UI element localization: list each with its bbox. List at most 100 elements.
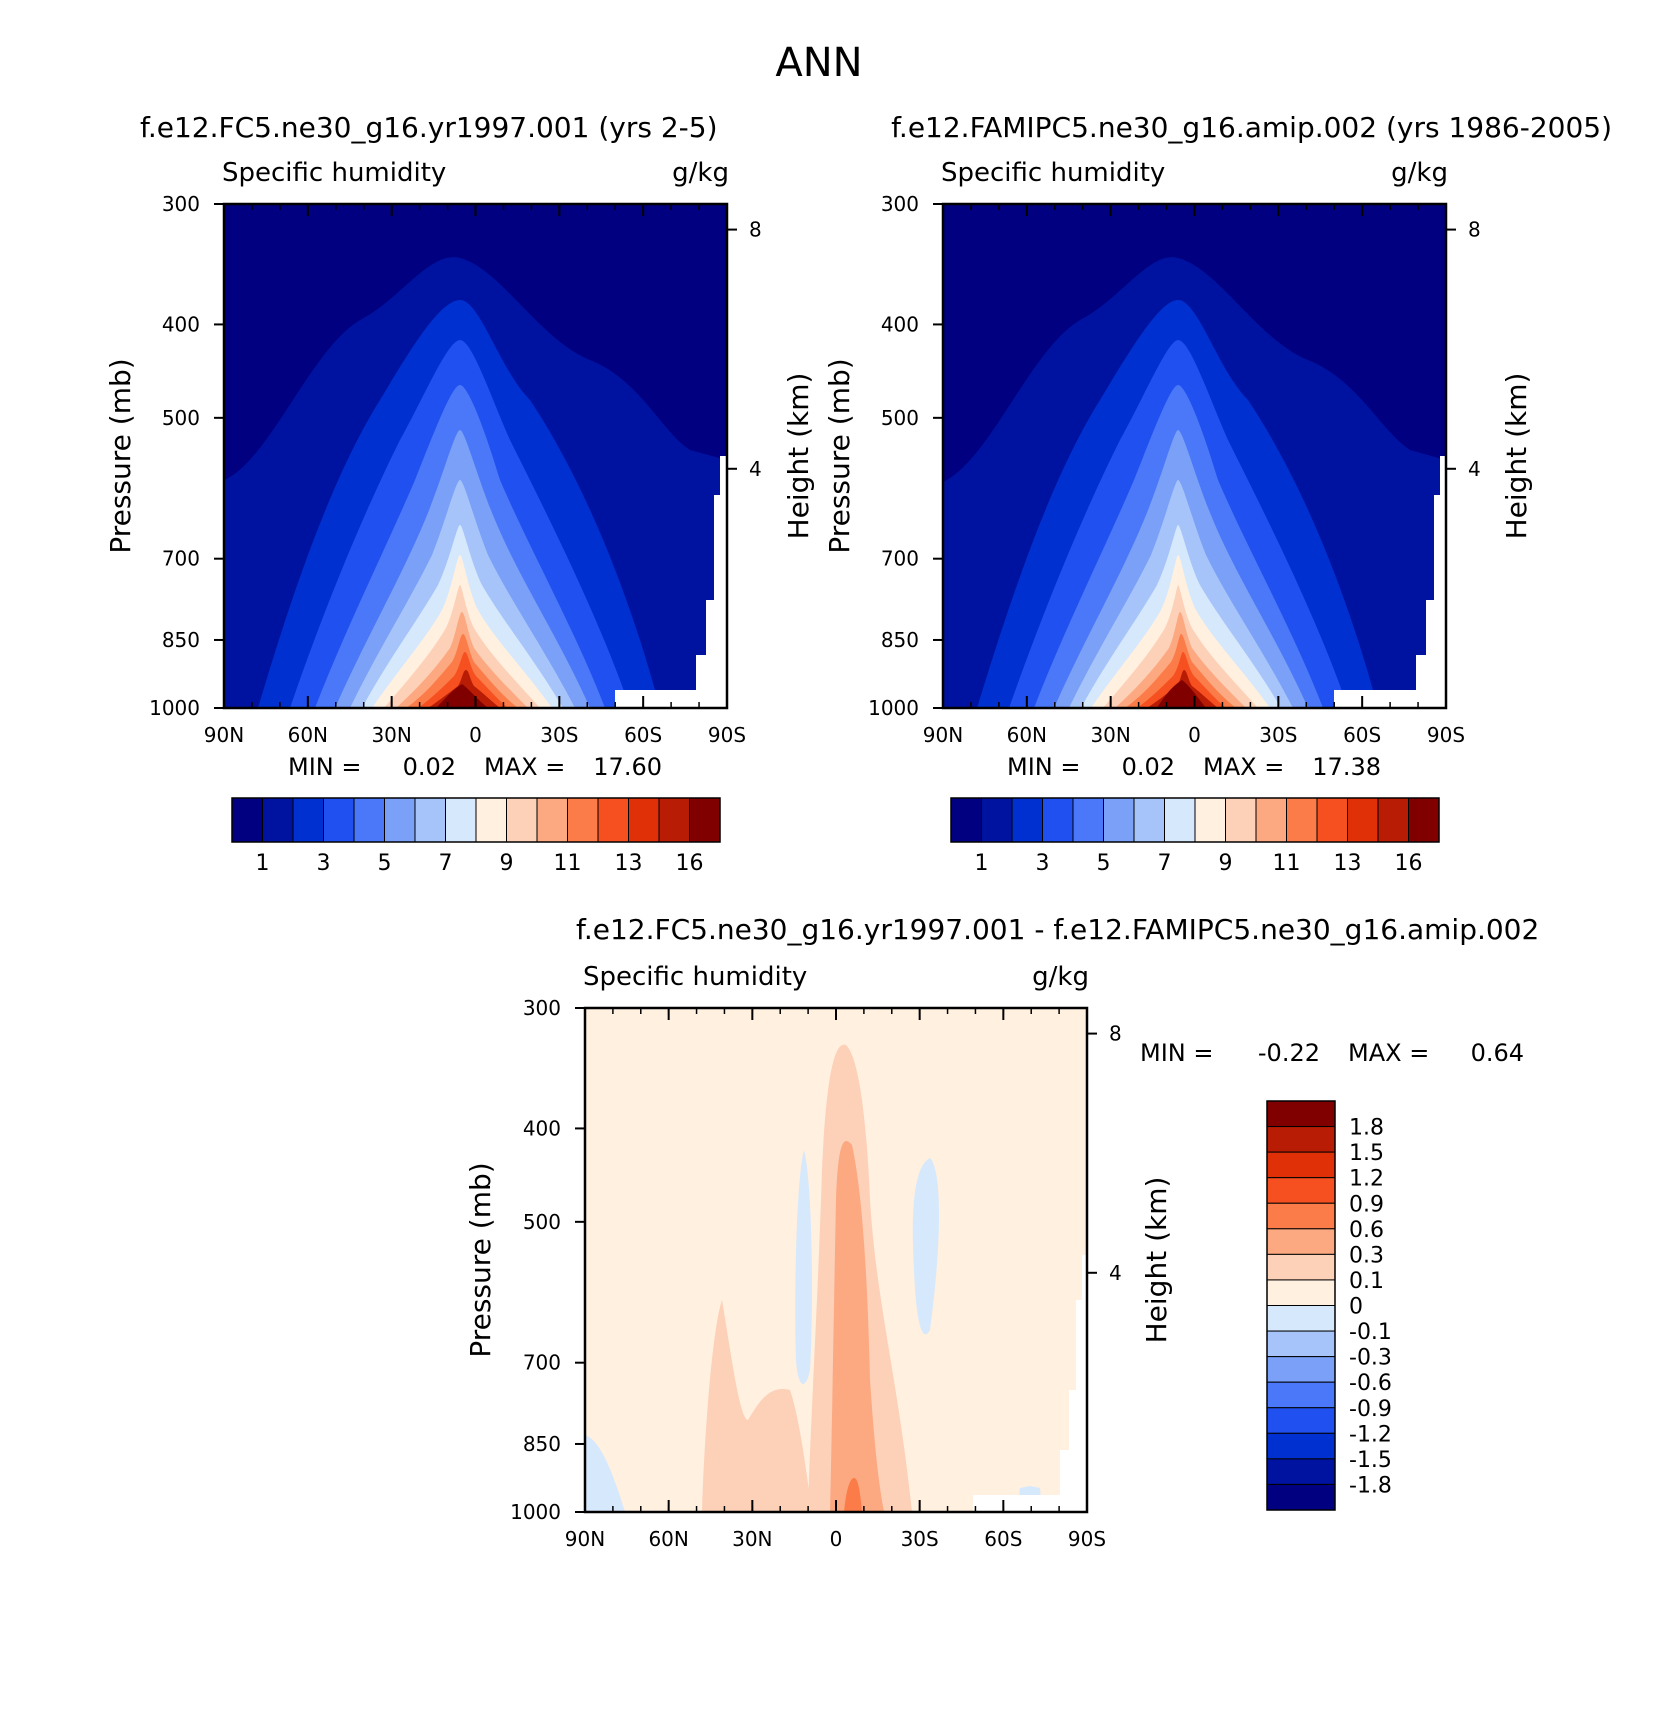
panel2-field <box>943 204 1446 708</box>
colorbar-swatch <box>445 797 477 843</box>
colorbar-swatch <box>1103 797 1135 843</box>
colorbar-label: 16 <box>676 851 704 876</box>
x-tick-label: 60S <box>1343 723 1381 747</box>
y2-tick-label: 8 <box>749 218 762 242</box>
colorbar-swatch <box>1266 1177 1336 1204</box>
colorbar-swatch <box>1286 797 1318 843</box>
x-tick-label: 30N <box>732 1527 772 1551</box>
panel3-axes: 90N 60N 30N 0 30S 60S 90S 300 400 500 700 850 1000 8 4 <box>510 996 1122 1551</box>
panel2-units: g/kg <box>1391 158 1448 188</box>
colorbar-label: -0.3 <box>1349 1346 1392 1371</box>
colorbar-label: -1.2 <box>1349 1422 1392 1447</box>
colorbar-swatch <box>1266 1228 1336 1255</box>
y-tick-label: 1000 <box>510 1500 561 1524</box>
colorbar-label: 16 <box>1395 851 1423 876</box>
colorbar-swatch <box>1266 1126 1336 1153</box>
colorbar-swatch <box>1266 1483 1336 1511</box>
y-tick-label: 1000 <box>868 696 919 720</box>
colorbar-swatch <box>950 797 982 843</box>
y-tick-label: 300 <box>162 192 200 216</box>
y-tick-label: 500 <box>162 406 200 430</box>
x-tick-label: 30S <box>901 1527 939 1551</box>
colorbar-swatch <box>1266 1202 1336 1230</box>
y-tick-label: 850 <box>881 628 919 652</box>
colorbar-frame <box>231 797 721 843</box>
panel1-plot <box>222 202 729 710</box>
colorbar-swatch <box>414 797 446 843</box>
colorbar-swatch <box>567 797 599 843</box>
panel3-title: f.e12.FC5.ne30_g16.yr1997.001 - f.e12.FA… <box>576 913 1539 946</box>
colorbar-swatch <box>1266 1100 1336 1128</box>
y2-tick-label: 8 <box>1468 218 1481 242</box>
colorbar-swatch <box>628 797 660 843</box>
colorbar-swatch <box>323 797 355 843</box>
colorbar-frame <box>1266 1100 1336 1511</box>
colorbar-swatch <box>1011 797 1043 843</box>
x-tick-label: 0 <box>469 723 482 747</box>
panel1-max-value: 17.60 <box>593 753 662 781</box>
panel1-colorbar: 1 3 5 7 9 11 13 16 <box>231 797 721 876</box>
panel3-colorbar: 1.81.51.20.90.60.30.10-0.1-0.3-0.6-0.9-1… <box>1266 1100 1392 1511</box>
colorbar-label: 0 <box>1349 1295 1363 1320</box>
colorbar-label: 13 <box>1334 851 1362 876</box>
colorbar-label: 11 <box>554 851 582 876</box>
colorbar-label: -1.8 <box>1349 1473 1392 1498</box>
x-tick-label: 60S <box>984 1527 1022 1551</box>
panel3-stats: MIN = -0.22 MAX = 0.64 <box>1140 1039 1524 1067</box>
y-tick-label: 400 <box>162 312 200 336</box>
panel1-ylabel: Pressure (mb) <box>104 358 137 553</box>
y-tick-label: 300 <box>523 996 561 1020</box>
colorbar-label: 7 <box>439 851 453 876</box>
x-tick-label: 90N <box>565 1527 605 1551</box>
y-tick-label: 300 <box>881 192 919 216</box>
colorbar-label: 3 <box>1036 851 1050 876</box>
y2-tick-label: 4 <box>1109 1261 1122 1285</box>
colorbar-swatch <box>1194 797 1226 843</box>
colorbar-swatch <box>597 797 629 843</box>
colorbar-swatch <box>1266 1330 1336 1358</box>
panel2-left-label: Specific humidity <box>941 158 1165 188</box>
y-tick-label: 500 <box>881 406 919 430</box>
panel1-y2label: Height (km) <box>782 373 815 540</box>
axes-layer: 90N 60N 30N 0 30S 60S 90S300400500700850100084… <box>149 192 1481 1551</box>
colorbar-label: -0.6 <box>1349 1371 1392 1396</box>
colorbar-label: 1 <box>256 851 270 876</box>
colorbar-label: 5 <box>1097 851 1111 876</box>
panel3-plot <box>583 1006 1089 1514</box>
x-tick-label: 60N <box>648 1527 688 1551</box>
colorbar-swatch <box>384 797 416 843</box>
colorbar-swatch <box>1133 797 1165 843</box>
y-tick-label: 400 <box>523 1116 561 1140</box>
colorbar-swatch <box>475 797 507 843</box>
panel2-min-value: 0.02 <box>1122 753 1175 781</box>
colorbar-label: 1.8 <box>1349 1116 1384 1141</box>
y2-tick-label: 8 <box>1109 1022 1122 1046</box>
x-tick-label: 0 <box>830 1527 843 1551</box>
panel1-units: g/kg <box>672 158 729 188</box>
panel1-field <box>224 204 727 708</box>
colorbar-label: 3 <box>317 851 331 876</box>
colorbar-label: -1.5 <box>1349 1448 1392 1473</box>
colorbar-label: 7 <box>1158 851 1172 876</box>
panel2-ylabel: Pressure (mb) <box>823 358 856 553</box>
panel2-plot <box>941 202 1448 710</box>
colorbar-label: 11 <box>1273 851 1301 876</box>
colorbar-label: 1.2 <box>1349 1167 1384 1192</box>
colorbar-swatch <box>1266 1356 1336 1383</box>
colorbar-label: 9 <box>500 851 514 876</box>
y-tick-label: 700 <box>162 547 200 571</box>
colorbar-label: 13 <box>615 851 643 876</box>
panel3-y2label: Height (km) <box>1140 1177 1173 1344</box>
colorbar-label: 0.9 <box>1349 1192 1384 1217</box>
colorbar-swatch <box>1316 797 1348 843</box>
panel1-title: f.e12.FC5.ne30_g16.yr1997.001 (yrs 2-5) <box>140 111 718 144</box>
panel2-stats: MIN = 0.02 MAX = 17.38 <box>1007 753 1381 781</box>
colorbar-label: -0.1 <box>1349 1320 1392 1345</box>
y-tick-label: 850 <box>162 628 200 652</box>
y-tick-label: 500 <box>523 1210 561 1234</box>
panel3-left-label: Specific humidity <box>583 962 807 992</box>
panel3-units: g/kg <box>1032 962 1089 992</box>
panel3-max-value: 0.64 <box>1471 1039 1524 1067</box>
y-tick-label: 700 <box>881 547 919 571</box>
